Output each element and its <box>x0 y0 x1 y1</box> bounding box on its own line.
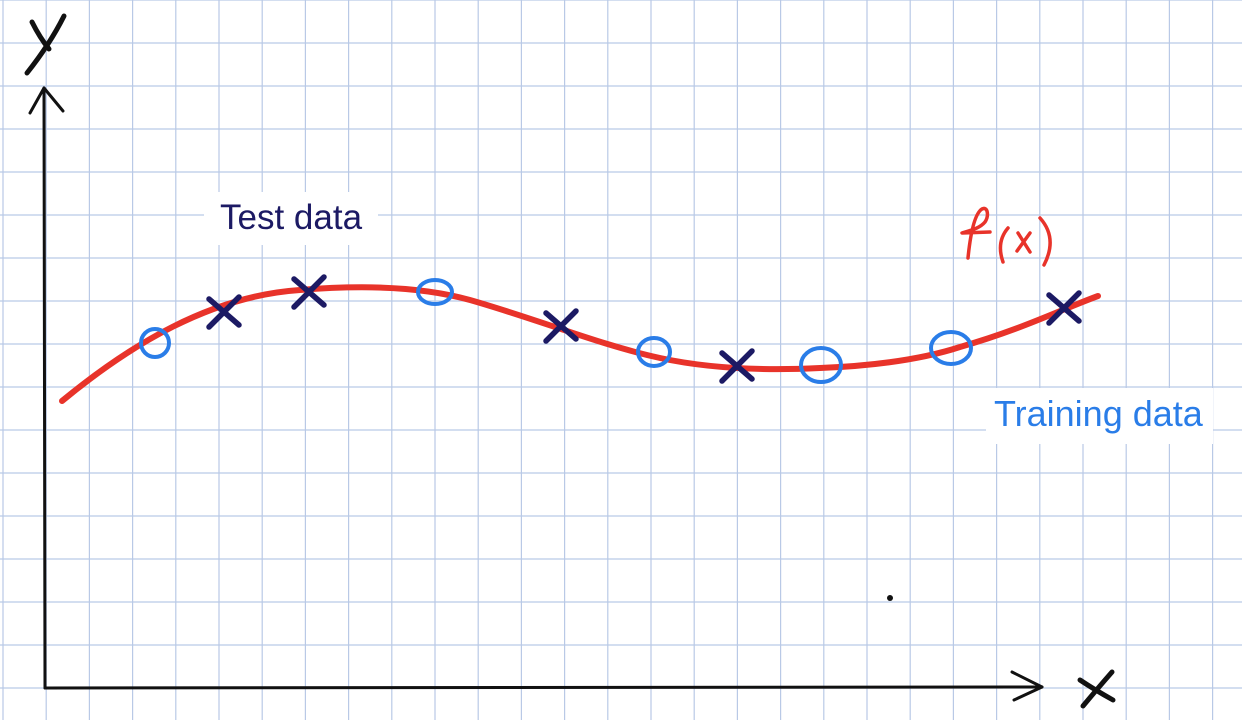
test-point-cross-marker <box>719 348 755 384</box>
y-axis-arrowhead <box>28 86 65 115</box>
y-axis-label <box>24 13 67 76</box>
data-points <box>139 274 1082 601</box>
test-point-cross-marker <box>291 274 327 310</box>
training-point-circle-marker <box>929 330 973 366</box>
training-point-circle-marker <box>799 346 843 384</box>
training-data-legend-label: Training data <box>986 388 1213 444</box>
x-axis-label <box>1077 669 1116 709</box>
stray-ink-dot <box>887 595 893 601</box>
training-point-circle-marker <box>139 327 171 359</box>
test-point-cross-marker <box>1046 290 1082 326</box>
x-axis <box>43 685 1044 690</box>
function-label <box>960 206 1052 267</box>
training-point-circle-marker <box>416 278 454 306</box>
training-point-circle-marker <box>636 336 672 368</box>
axes <box>28 86 1044 702</box>
y-axis <box>42 86 47 690</box>
test-point-cross-marker <box>543 308 579 344</box>
fitted-curve-f-x <box>59 284 1101 404</box>
x-axis-arrowhead <box>1010 670 1044 702</box>
test-data-legend-label: Test data <box>204 192 379 245</box>
test-point-cross-marker <box>206 294 242 330</box>
